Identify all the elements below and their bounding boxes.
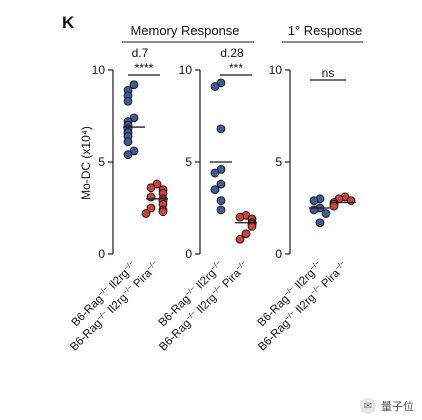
panel1-y-tick-label: 0	[98, 247, 105, 261]
panel3-series1-point	[315, 218, 325, 228]
panel1-series1-point	[123, 96, 133, 106]
panel1-series1-point	[129, 80, 139, 90]
d28-subtitle: d.28	[220, 46, 244, 60]
panel1-series2-point	[146, 203, 156, 213]
panel2-y-tick-label: 5	[185, 155, 192, 169]
watermark-text: 量子位	[381, 400, 414, 413]
panel3-series2-point	[329, 201, 339, 211]
panel1-series1-point	[123, 150, 133, 160]
panel1-significance-label: ****	[135, 61, 154, 75]
panel2-series1-point	[210, 82, 220, 91]
panel2-series1-point	[216, 205, 226, 215]
panel3-series1-point	[309, 205, 319, 215]
panel2-series2-point	[235, 212, 245, 222]
panel2-y-tick-label: 0	[185, 247, 192, 261]
y-axis-label: Mo-DC (x10⁴)	[79, 126, 93, 200]
panel3-y-tick-label: 10	[269, 63, 283, 77]
panel2-series2-point	[247, 222, 257, 231]
panel2-series2-point	[235, 234, 245, 244]
panel2-series1-point	[210, 168, 220, 178]
panel3-series2-point	[346, 196, 356, 206]
panel3-series1-point	[321, 209, 331, 218]
d7-subtitle: d.7	[132, 46, 149, 60]
panel2-y-tick-label: 10	[179, 63, 193, 77]
panel1-series2-point	[141, 209, 151, 218]
panel3-category-label: B6-Rag−/− Il2rg−/− Pira−/−	[254, 257, 350, 353]
panel-letter: K	[62, 13, 75, 32]
panel2-category-label: B6-Rag−/− Il2rg−/− Pira−/−	[155, 257, 251, 353]
panel2-series2-point	[241, 229, 251, 239]
panel2-significance-label: ***	[229, 61, 243, 75]
panel3-significance-label: ns	[322, 66, 335, 80]
panel1-y-tick-label: 10	[92, 63, 106, 77]
panel1-series2-point	[146, 192, 156, 202]
panel2-series1-point	[210, 185, 220, 195]
watermark: ✉ 量子位	[360, 398, 414, 414]
panel1-category-label: B6-Rag−/− Il2rg−/− Pira−/−	[66, 257, 162, 353]
panel3-y-tick-label: 0	[275, 247, 282, 261]
panel2-series1-point	[216, 124, 226, 134]
panel2-series1-point	[216, 179, 226, 189]
chat-bubble-icon: ✉	[360, 398, 376, 414]
panel1-series2-point	[158, 207, 168, 217]
panel3-y-tick-label: 5	[275, 155, 282, 169]
panel3-series1-point	[309, 196, 319, 206]
panel1-y-tick-label: 5	[98, 155, 105, 169]
panel2-series1-point	[216, 196, 226, 206]
primary-response-header: 1° Response	[288, 23, 363, 38]
panel1-series1-point	[123, 137, 133, 147]
memory-response-header: Memory Response	[130, 23, 239, 38]
panel1-series2-point	[146, 183, 156, 193]
